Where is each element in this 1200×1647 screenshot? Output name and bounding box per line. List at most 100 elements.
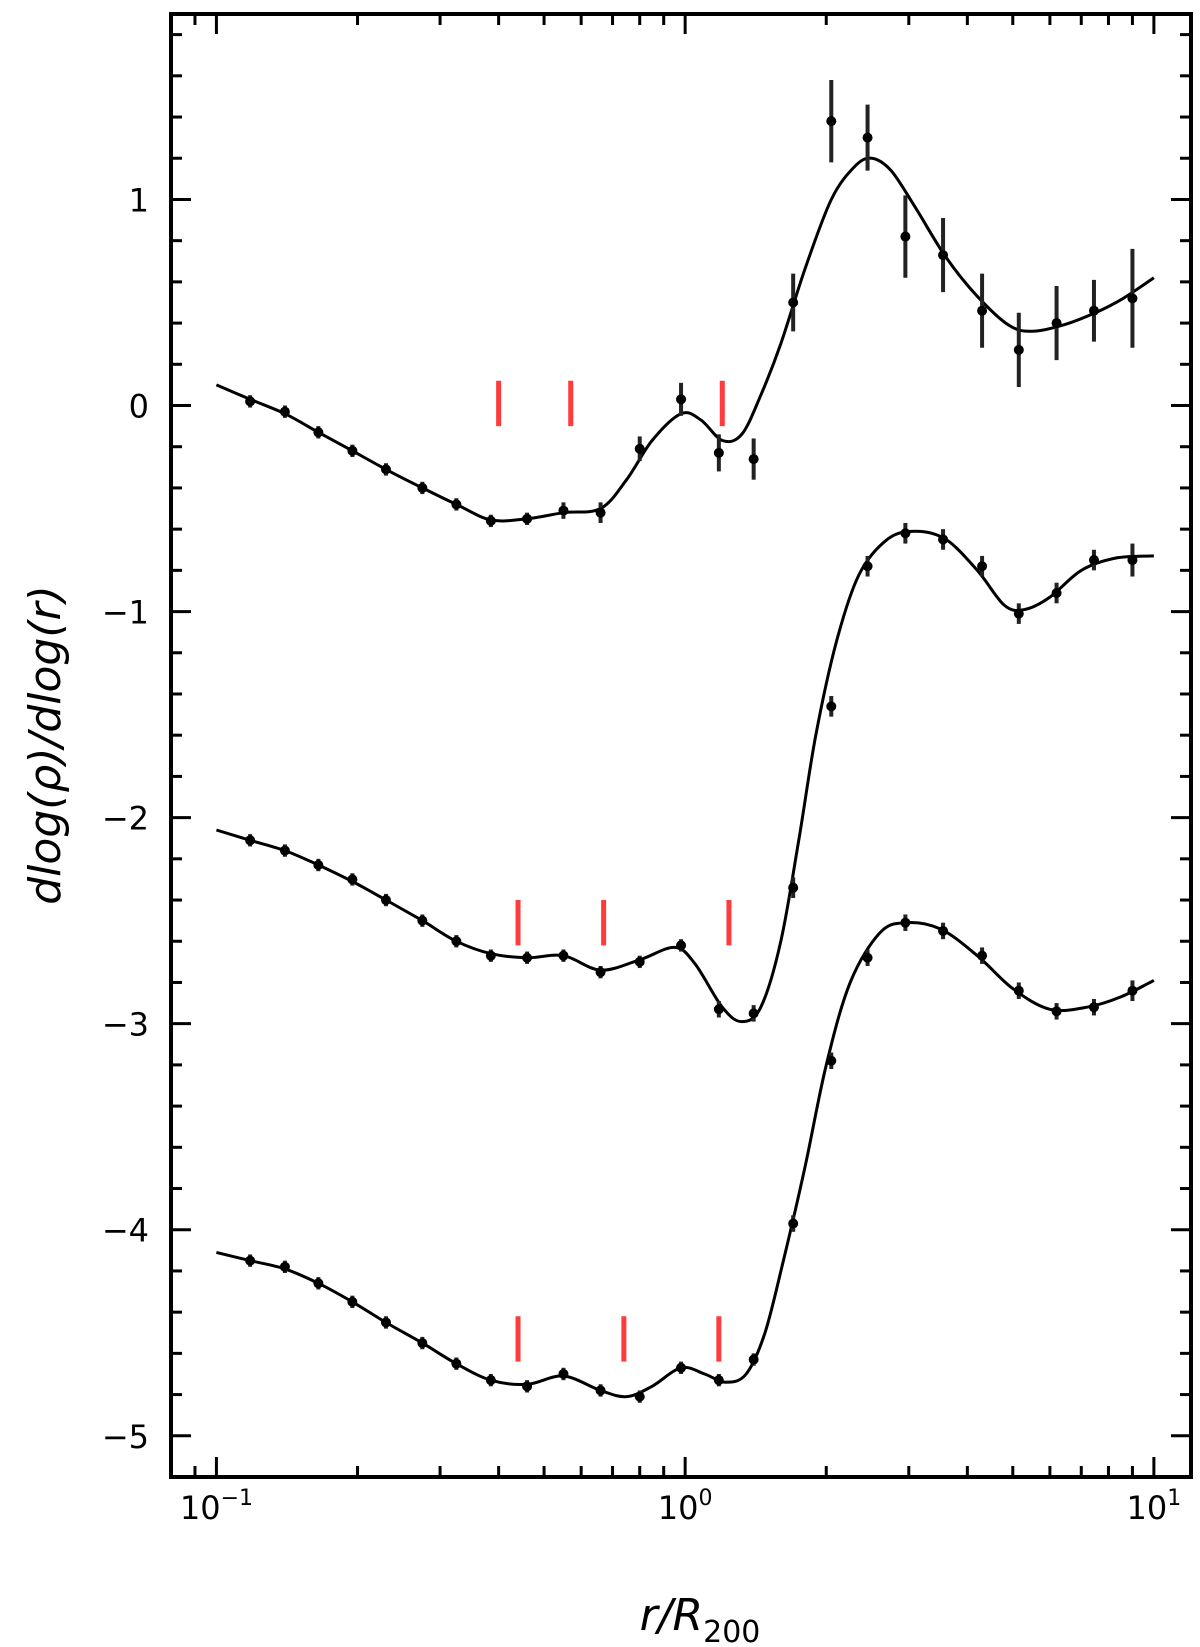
plot-frame: [169, 12, 1193, 1479]
data-point: [1051, 318, 1062, 329]
y-tick-label: −2: [102, 800, 149, 838]
data-point: [1051, 1006, 1062, 1017]
data-points: [245, 79, 1138, 1403]
data-point: [1013, 985, 1024, 996]
y-axis-label: dlog(ρ)/dlog(r): [20, 585, 71, 905]
data-point: [938, 925, 949, 936]
x-tick-label-base: 10: [1127, 1489, 1168, 1527]
data-point: [245, 835, 256, 846]
x-tick-label-base: 10: [658, 1489, 699, 1527]
data-point: [380, 1317, 391, 1328]
data-point: [788, 1218, 799, 1229]
data-point: [313, 1278, 324, 1289]
data-point: [713, 1004, 724, 1015]
data-point: [245, 1255, 256, 1266]
data-point: [485, 950, 496, 961]
data-point: [1127, 293, 1138, 304]
data-point: [522, 952, 533, 963]
data-point: [558, 505, 569, 516]
y-tick-label: −1: [102, 594, 149, 632]
data-point: [634, 1391, 645, 1402]
data-point: [279, 845, 290, 856]
x-tick-label-exponent: −1: [221, 1486, 253, 1511]
fit-curve-2: [215, 529, 1154, 1024]
fit-curve-3: [216, 921, 1155, 1399]
data-point: [451, 1358, 462, 1369]
data-point: [347, 1296, 358, 1307]
data-point: [279, 1261, 290, 1272]
data-point: [279, 406, 290, 417]
data-point: [595, 967, 606, 978]
data-point: [1088, 555, 1099, 566]
data-point: [634, 443, 645, 454]
data-point: [347, 445, 358, 456]
x-tick-label-exponent: 0: [699, 1486, 713, 1511]
y-tick-label: 1: [129, 181, 149, 219]
data-point: [1088, 305, 1099, 316]
data-point: [1088, 1002, 1099, 1013]
data-point: [676, 940, 687, 951]
data-point: [977, 950, 988, 961]
data-point: [558, 950, 569, 961]
data-point: [245, 396, 256, 407]
data-point: [748, 1008, 759, 1019]
fit-curve-1: [215, 156, 1155, 523]
data-point: [748, 454, 759, 465]
data-point: [313, 427, 324, 438]
data-point: [748, 1354, 759, 1365]
data-point: [826, 701, 837, 712]
x-axis-label-main: r/R: [640, 1590, 704, 1641]
data-point: [595, 1385, 606, 1396]
data-point: [485, 515, 496, 526]
x-axis-label-subscript: 200: [703, 1615, 760, 1647]
data-point: [900, 917, 911, 928]
axis-ticks: [169, 14, 1191, 1479]
data-point: [558, 1368, 569, 1379]
data-point: [417, 482, 428, 493]
data-point: [862, 561, 873, 572]
data-point: [826, 1055, 837, 1066]
y-tick-label: 0: [129, 388, 149, 426]
data-point: [977, 305, 988, 316]
data-point: [595, 507, 606, 518]
data-point: [713, 447, 724, 458]
x-tick-label-base: 10: [180, 1489, 221, 1527]
data-point: [713, 1375, 724, 1386]
fit-curves: [215, 156, 1155, 1399]
data-point: [1013, 344, 1024, 355]
data-point: [676, 1362, 687, 1373]
data-point: [862, 952, 873, 963]
data-point: [451, 499, 462, 510]
data-point: [522, 513, 533, 524]
data-point: [676, 394, 687, 405]
data-point: [938, 534, 949, 545]
data-point: [313, 860, 324, 871]
y-tick-label: −4: [102, 1212, 149, 1250]
data-point: [380, 895, 391, 906]
data-point: [1013, 608, 1024, 619]
y-tick-label: −3: [102, 1006, 149, 1044]
data-point: [485, 1375, 496, 1386]
x-tick-label: 10−1: [180, 1486, 253, 1527]
data-point: [347, 874, 358, 885]
data-point: [417, 915, 428, 926]
tick-labels: 10−1−2−3−4−510−1 100 101: [102, 181, 1181, 1527]
x-tick-label-exponent: 1: [1167, 1486, 1181, 1511]
data-point: [417, 1338, 428, 1349]
y-tick-label: −5: [102, 1418, 149, 1456]
data-point: [862, 132, 873, 143]
data-point: [1051, 588, 1062, 599]
data-point: [634, 956, 645, 967]
x-axis-label: r/R200: [640, 1590, 761, 1647]
data-point: [900, 231, 911, 242]
data-point: [380, 464, 391, 475]
data-point: [1127, 985, 1138, 996]
data-point: [938, 250, 949, 261]
data-point: [1127, 555, 1138, 566]
data-point: [900, 528, 911, 539]
transition-markers: [496, 380, 732, 1362]
data-point: [451, 936, 462, 947]
data-point: [977, 561, 988, 572]
x-tick-label: 100: [658, 1486, 713, 1527]
